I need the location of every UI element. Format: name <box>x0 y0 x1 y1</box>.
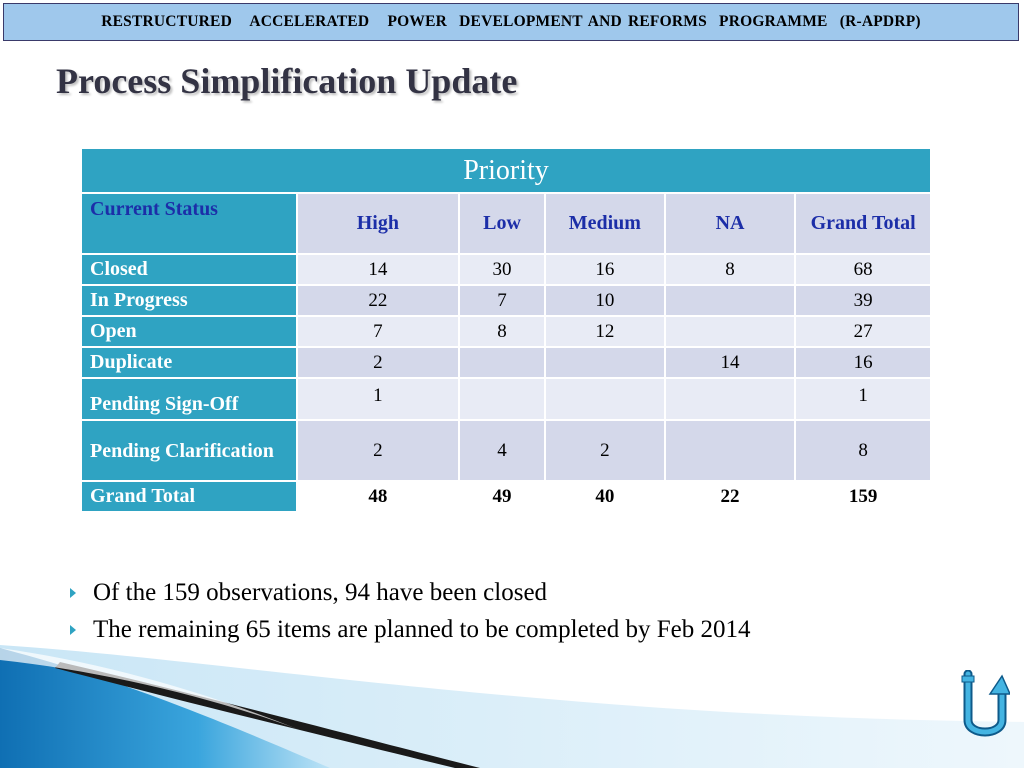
table-cell: 27 <box>794 315 932 348</box>
table-column-header-row: Current Status High Low Medium NA Grand … <box>80 192 932 255</box>
slide-title: Process Simplification Update <box>56 61 518 101</box>
table-cell: 22 <box>663 480 797 513</box>
bullet-item: Of the 159 observations, 94 have been cl… <box>70 574 750 611</box>
row-label: Open <box>80 315 298 348</box>
column-header-high: High <box>295 192 461 255</box>
row-label: Duplicate <box>80 346 298 379</box>
table-row: Open 7 8 12 27 <box>80 315 932 348</box>
table-cell: 2 <box>543 419 666 482</box>
row-label: Pending Clarification <box>80 419 298 482</box>
priority-table: Priority Current Status High Low Medium … <box>80 147 932 513</box>
column-header-na: NA <box>663 192 797 255</box>
table-row: Pending Sign-Off 1 1 <box>80 377 932 421</box>
table-cell <box>663 377 797 421</box>
top-banner: RESTRUCTURED ACCELERATED POWER DEVELOPME… <box>3 3 1019 41</box>
banner-text: RESTRUCTURED ACCELERATED POWER DEVELOPME… <box>101 13 921 30</box>
bullet-list: Of the 159 observations, 94 have been cl… <box>70 574 750 648</box>
table-row: Closed 14 30 16 8 68 <box>80 253 932 286</box>
table-cell: 12 <box>543 315 666 348</box>
table-cell: 30 <box>458 253 546 286</box>
bullet-text: The remaining 65 items are planned to be… <box>93 615 751 643</box>
table-cell <box>543 346 666 379</box>
table-row: Duplicate 2 14 16 <box>80 346 932 379</box>
table-cell: 68 <box>794 253 932 286</box>
priority-header: Priority <box>80 147 932 194</box>
table-cell: 22 <box>295 284 461 317</box>
column-header-low: Low <box>458 192 546 255</box>
table-cell: 7 <box>458 284 546 317</box>
row-label: Grand Total <box>80 480 298 513</box>
table-cell <box>458 346 546 379</box>
column-header-medium: Medium <box>543 192 666 255</box>
table-cell: 1 <box>794 377 932 421</box>
table-cell: 10 <box>543 284 666 317</box>
row-label: Pending Sign-Off <box>80 377 298 421</box>
bullet-item: The remaining 65 items are planned to be… <box>70 611 750 648</box>
bullet-arrow-icon <box>70 587 76 598</box>
table-cell <box>663 284 797 317</box>
table-cell: 14 <box>663 346 797 379</box>
table-cell <box>663 315 797 348</box>
table-cell: 4 <box>458 419 546 482</box>
table-cell: 8 <box>458 315 546 348</box>
current-status-header: Current Status <box>80 192 298 255</box>
bullet-arrow-icon <box>70 624 76 635</box>
table-cell: 159 <box>794 480 932 513</box>
table-cell <box>663 419 797 482</box>
bullet-text: Of the 159 observations, 94 have been cl… <box>93 578 548 606</box>
table-cell: 8 <box>794 419 932 482</box>
table-total-row: Grand Total 48 49 40 22 159 <box>80 480 932 513</box>
table-cell: 2 <box>295 419 461 482</box>
row-label: Closed <box>80 253 298 286</box>
table-cell <box>458 377 546 421</box>
table-cell: 40 <box>543 480 666 513</box>
table-cell: 16 <box>543 253 666 286</box>
table-cell: 14 <box>295 253 461 286</box>
table-cell: 2 <box>295 346 461 379</box>
table-cell: 49 <box>458 480 546 513</box>
table-cell: 7 <box>295 315 461 348</box>
table-cell: 16 <box>794 346 932 379</box>
column-header-grand-total: Grand Total <box>794 192 932 255</box>
table-row: Pending Clarification 2 4 2 8 <box>80 419 932 482</box>
u-turn-arrow-icon[interactable] <box>960 670 1010 742</box>
table-row: In Progress 22 7 10 39 <box>80 284 932 317</box>
table-cell: 1 <box>295 377 461 421</box>
table-group-header-row: Priority <box>80 147 932 194</box>
table-cell: 8 <box>663 253 797 286</box>
table-cell: 39 <box>794 284 932 317</box>
table-cell <box>543 377 666 421</box>
row-label: In Progress <box>80 284 298 317</box>
table-cell: 48 <box>295 480 461 513</box>
